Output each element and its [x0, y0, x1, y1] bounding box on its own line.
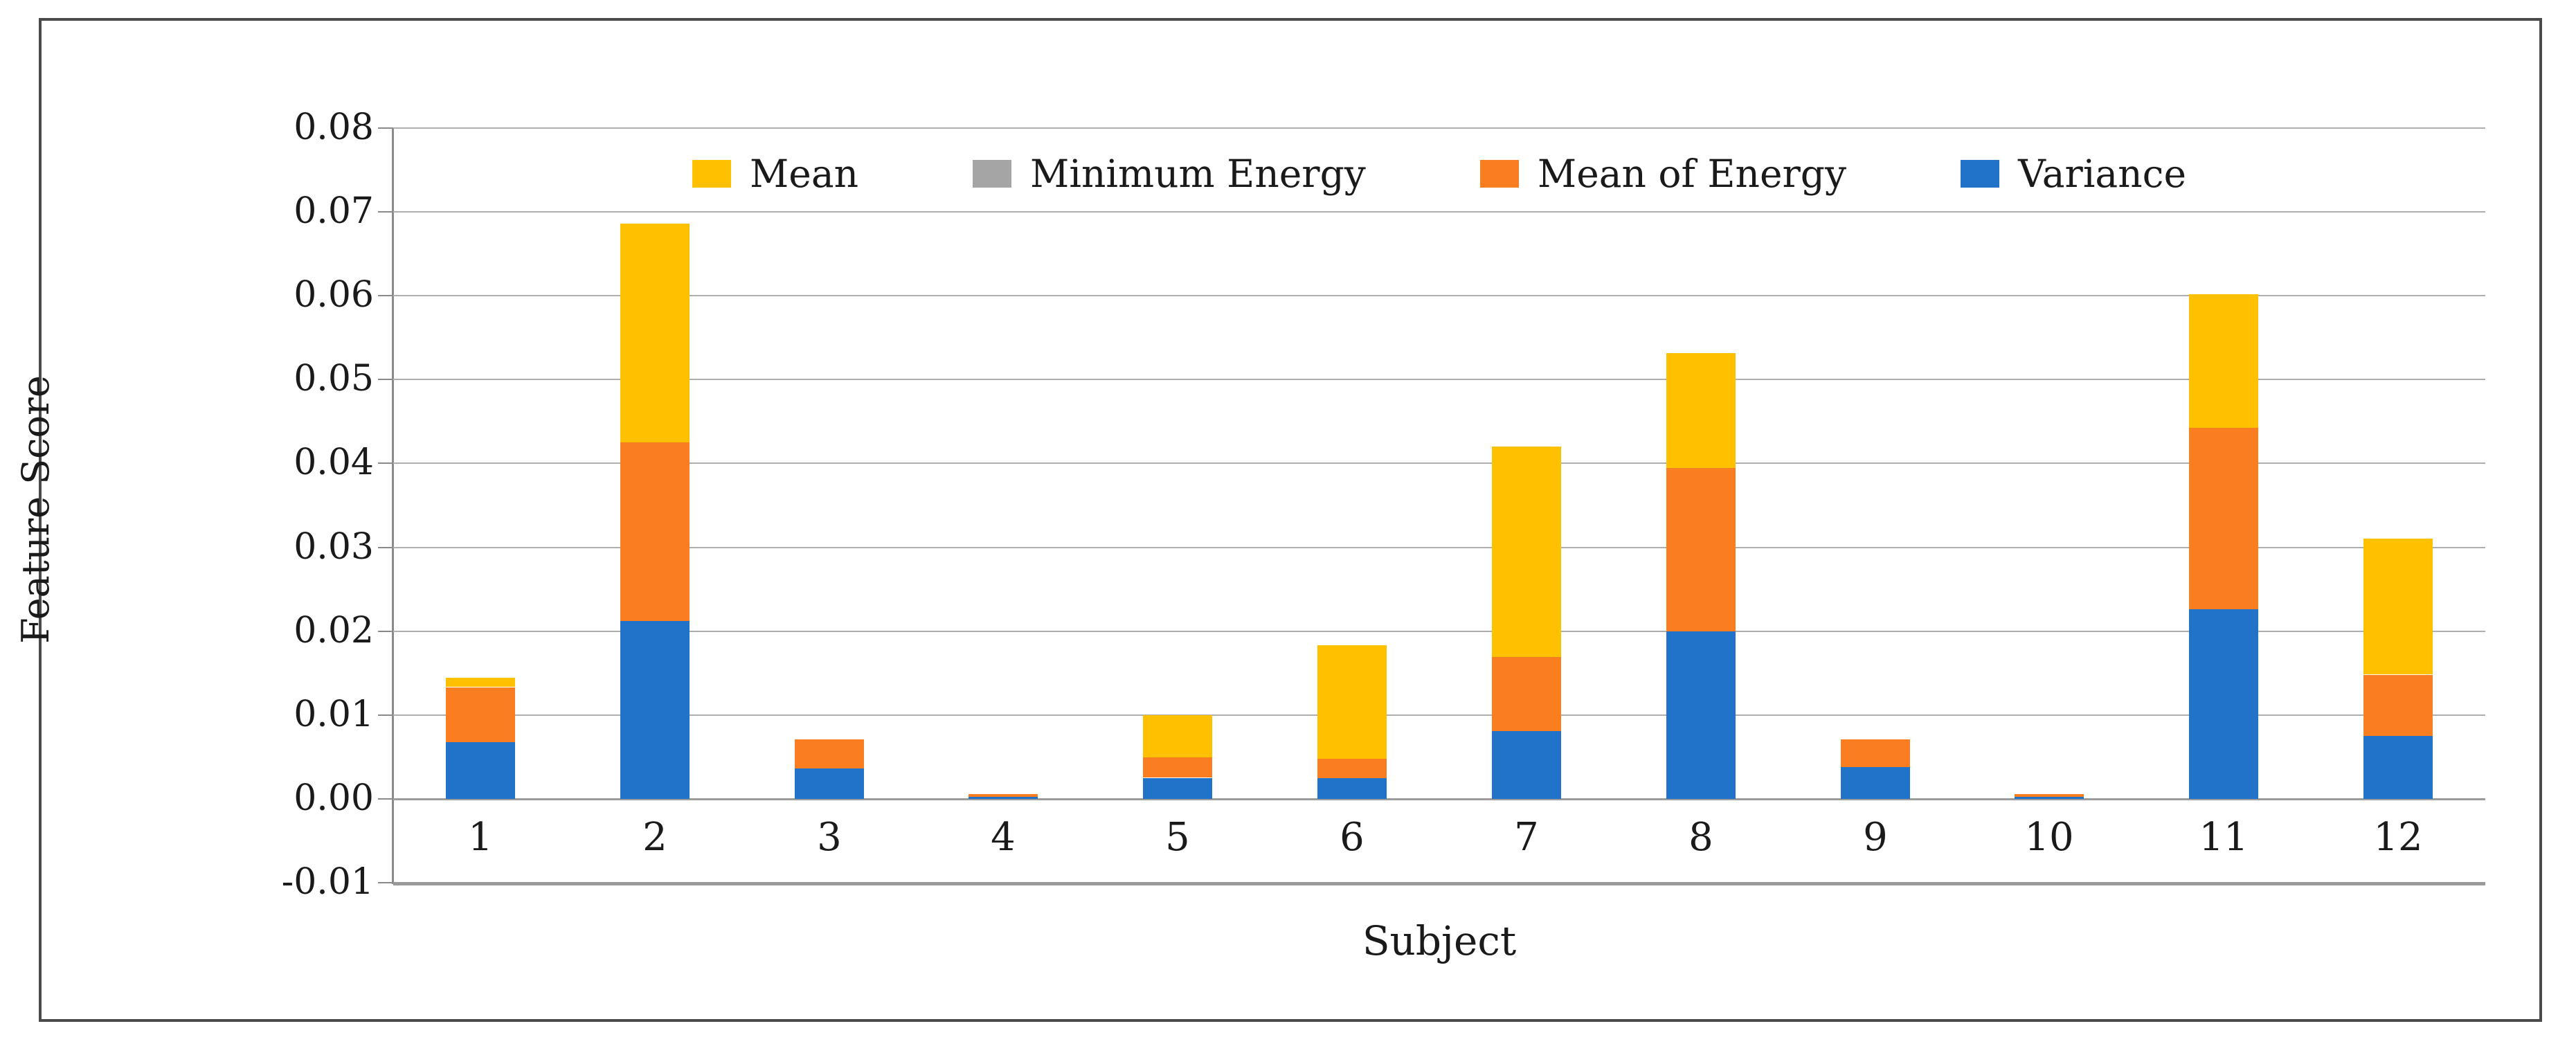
legend-item-mean-of-energy: Mean of Energy: [1479, 151, 1847, 196]
bar-segment-mean-of-energy-subject-9: [1841, 739, 1910, 767]
x-axis-title: Subject: [1362, 917, 1517, 964]
y-tick-mark: [378, 295, 393, 296]
y-tick-mark: [378, 882, 393, 883]
legend-swatch-mean-of-energy: [1479, 160, 1519, 188]
bar-segment-mean-of-energy-subject-2: [620, 442, 690, 621]
legend-label: Mean: [749, 151, 859, 196]
bar-segment-variance-subject-1: [446, 742, 515, 799]
y-tick-label-0.05: 0.05: [294, 358, 374, 399]
legend-item-minimum-energy: Minimum Energy: [973, 151, 1366, 196]
bar-segment-mean-subject-8: [1666, 353, 1736, 468]
y-tick-mark: [378, 631, 393, 632]
bar-segment-mean-of-energy-subject-10: [2015, 794, 2084, 797]
bar-segment-mean-of-energy-subject-1: [446, 687, 515, 742]
y-tick-mark: [378, 211, 393, 213]
y-tick-mark: [378, 798, 393, 800]
bar-segment-variance-subject-12: [2363, 736, 2433, 799]
bar-segment-variance-subject-2: [620, 621, 690, 799]
bar-segment-variance-subject-9: [1841, 767, 1910, 799]
x-tick-label-9: 9: [1863, 815, 1888, 860]
legend-label: Minimum Energy: [1030, 151, 1366, 196]
bar-segment-mean-of-energy-subject-12: [2363, 675, 2433, 736]
bar-segment-mean-of-energy-subject-6: [1317, 759, 1387, 778]
legend-label: Mean of Energy: [1537, 151, 1847, 196]
x-tick-label-3: 3: [817, 815, 842, 860]
x-tick-label-11: 11: [2199, 815, 2249, 860]
bar-segment-mean-subject-6: [1317, 645, 1387, 759]
bar-segment-variance-subject-8: [1666, 631, 1736, 799]
bar-segment-variance-subject-4: [969, 796, 1038, 799]
gridline-0.05: [393, 379, 2485, 380]
y-tick-label-0.07: 0.07: [294, 190, 374, 232]
y-tick-label-0.03: 0.03: [294, 526, 374, 568]
x-tick-label-4: 4: [991, 815, 1016, 860]
bar-segment-mean-of-energy-subject-4: [969, 794, 1038, 797]
bar-segment-mean-subject-2: [620, 224, 690, 442]
x-tick-label-12: 12: [2373, 815, 2423, 860]
y-tick-label-0.04: 0.04: [294, 442, 374, 483]
chart-legend: Mean Minimum Energy Mean of Energy Variance: [393, 136, 2485, 212]
y-tick-mark: [378, 379, 393, 380]
legend-item-variance: Variance: [1961, 151, 2187, 196]
gridline-0.00: [393, 798, 2485, 800]
gridline-0.08: [393, 127, 2485, 129]
y-tick-label-0.00: 0.00: [294, 777, 374, 819]
gridline-0.07: [393, 211, 2485, 213]
gridline-0.06: [393, 295, 2485, 296]
legend-swatch-mean: [692, 160, 731, 188]
gridline--0.01: [393, 882, 2485, 885]
bar-segment-mean-subject-5: [1143, 715, 1212, 757]
x-tick-label-8: 8: [1688, 815, 1713, 860]
x-tick-label-10: 10: [2024, 815, 2074, 860]
x-tick-label-1: 1: [468, 815, 493, 860]
gridline-0.01: [393, 714, 2485, 716]
y-tick-label-0.08: 0.08: [294, 107, 374, 148]
bar-segment-mean-subject-7: [1492, 447, 1561, 657]
legend-item-mean: Mean: [692, 151, 859, 196]
bar-segment-mean-subject-11: [2189, 294, 2258, 428]
y-tick-mark: [378, 714, 393, 716]
y-tick-label-0.01: 0.01: [294, 694, 374, 735]
x-tick-label-5: 5: [1165, 815, 1190, 860]
bar-segment-variance-subject-10: [2015, 796, 2084, 799]
bar-segment-variance-subject-6: [1317, 778, 1387, 799]
y-tick-mark: [378, 462, 393, 464]
bar-segment-variance-subject-11: [2189, 609, 2258, 799]
plot-area: 1 2 3 4 5 6 7 8 9 10 11 12: [393, 127, 2485, 885]
y-tick-label-0.06: 0.06: [294, 274, 374, 316]
y-tick-label--0.01: -0.01: [281, 861, 374, 903]
bar-segment-variance-subject-7: [1492, 731, 1561, 799]
figure-border: [39, 18, 2542, 1022]
bar-segment-variance-subject-3: [795, 768, 864, 799]
legend-swatch-variance: [1961, 160, 2000, 188]
y-tick-mark: [378, 547, 393, 548]
legend-label: Variance: [2018, 151, 2187, 196]
bar-segment-mean-subject-12: [2363, 539, 2433, 674]
y-tick-mark: [378, 127, 393, 129]
bar-segment-mean-subject-1: [446, 678, 515, 687]
x-tick-label-2: 2: [642, 815, 667, 860]
bar-segment-variance-subject-5: [1143, 778, 1212, 799]
gridline-0.03: [393, 547, 2485, 548]
y-tick-label-0.02: 0.02: [294, 610, 374, 651]
x-tick-label-7: 7: [1514, 815, 1539, 860]
y-axis-line: [392, 128, 394, 884]
bar-segment-mean-of-energy-subject-7: [1492, 657, 1561, 731]
gridline-0.02: [393, 631, 2485, 632]
x-tick-label-6: 6: [1340, 815, 1364, 860]
bar-segment-mean-of-energy-subject-8: [1666, 468, 1736, 631]
bar-segment-mean-of-energy-subject-5: [1143, 757, 1212, 777]
gridline-0.04: [393, 462, 2485, 464]
legend-swatch-minimum-energy: [973, 160, 1012, 188]
bar-segment-mean-of-energy-subject-11: [2189, 427, 2258, 609]
bar-segment-mean-of-energy-subject-3: [795, 739, 864, 768]
y-axis-title: Feature Score: [14, 375, 57, 644]
